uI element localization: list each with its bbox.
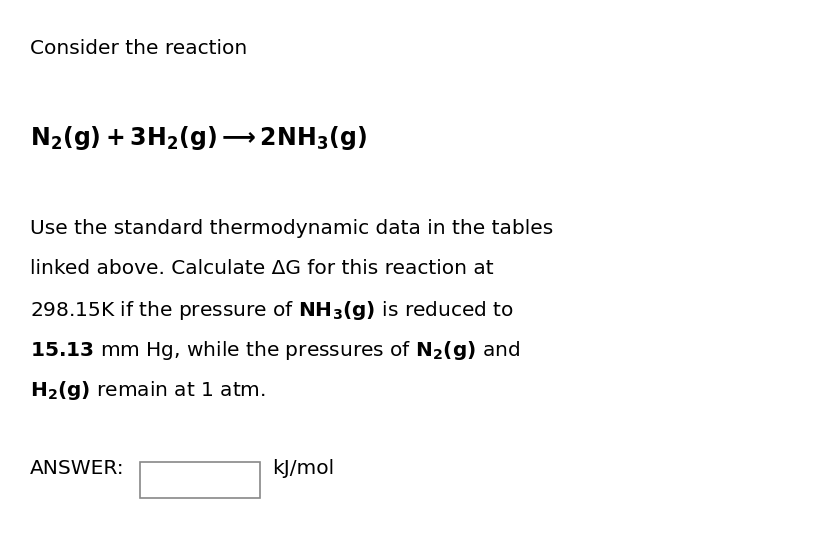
Text: $\mathbf{15.13}$ mm Hg, while the pressures of $\mathbf{N_2(g)}$ and: $\mathbf{15.13}$ mm Hg, while the pressu… [30,339,520,362]
Text: 298.15K if the pressure of $\mathbf{NH_3(g)}$ is reduced to: 298.15K if the pressure of $\mathbf{NH_3… [30,299,514,322]
Text: $\mathbf{H_2(g)}$ remain at 1 atm.: $\mathbf{H_2(g)}$ remain at 1 atm. [30,379,265,402]
Bar [140,462,260,498]
Text: $\mathbf{N_2(g) + 3H_2(g) \longrightarrow 2NH_3(g)}$: $\mathbf{N_2(g) + 3H_2(g) \longrightarro… [30,124,367,152]
Text: ANSWER:: ANSWER: [30,459,124,478]
Text: linked above. Calculate ΔG for this reaction at: linked above. Calculate ΔG for this reac… [30,259,494,278]
Text: kJ/mol: kJ/mol [272,459,334,478]
Text: Use the standard thermodynamic data in the tables: Use the standard thermodynamic data in t… [30,219,554,238]
Text: Consider the reaction: Consider the reaction [30,39,247,58]
